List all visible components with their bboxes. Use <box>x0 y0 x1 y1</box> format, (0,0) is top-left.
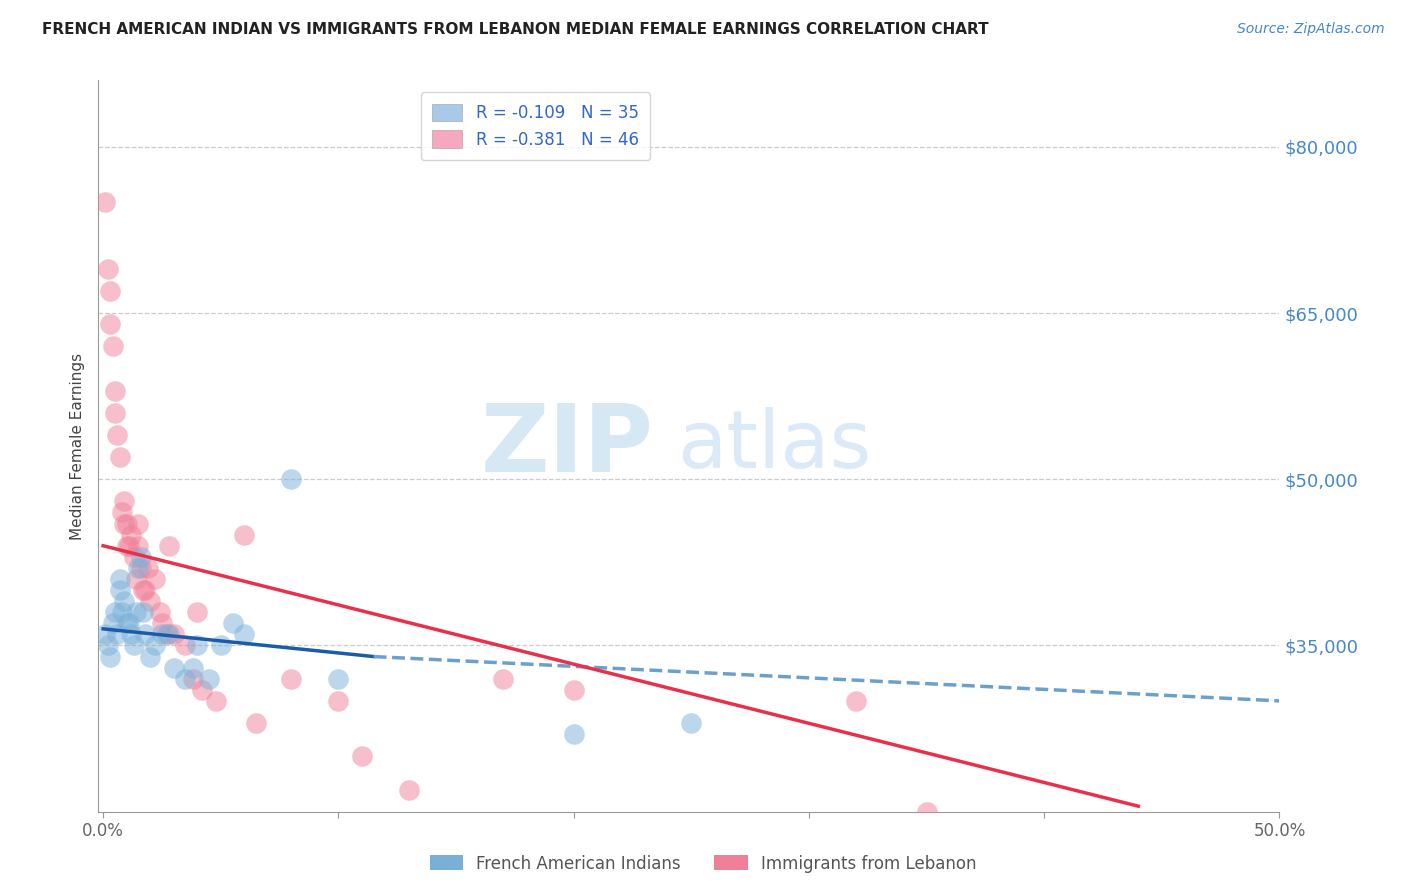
Point <box>328 694 350 708</box>
Point <box>143 639 166 653</box>
Point <box>156 627 179 641</box>
Point <box>127 561 149 575</box>
Point <box>129 549 152 564</box>
Point <box>104 406 127 420</box>
Point <box>108 583 131 598</box>
Point <box>280 472 302 486</box>
Point <box>233 527 256 541</box>
Point <box>98 317 121 331</box>
Point <box>105 428 128 442</box>
Text: FRENCH AMERICAN INDIAN VS IMMIGRANTS FROM LEBANON MEDIAN FEMALE EARNINGS CORRELA: FRENCH AMERICAN INDIAN VS IMMIGRANTS FRO… <box>42 22 988 37</box>
Point <box>97 639 120 653</box>
Point <box>136 561 159 575</box>
Point <box>104 605 127 619</box>
Point <box>186 639 208 653</box>
Point <box>280 672 302 686</box>
Point <box>104 384 127 398</box>
Point <box>205 694 228 708</box>
Point <box>108 572 131 586</box>
Legend: R = -0.109   N = 35, R = -0.381   N = 46: R = -0.109 N = 35, R = -0.381 N = 46 <box>420 92 650 161</box>
Point <box>94 627 117 641</box>
Point <box>492 672 515 686</box>
Point <box>328 672 350 686</box>
Point <box>111 605 134 619</box>
Point <box>157 539 180 553</box>
Point <box>120 527 142 541</box>
Point <box>562 727 585 741</box>
Point <box>97 261 120 276</box>
Point <box>845 694 868 708</box>
Point <box>115 616 138 631</box>
Text: ZIP: ZIP <box>481 400 654 492</box>
Point <box>174 672 197 686</box>
Point <box>101 339 124 353</box>
Point <box>98 284 121 298</box>
Point <box>134 583 156 598</box>
Point <box>398 782 420 797</box>
Point <box>118 539 141 553</box>
Point <box>233 627 256 641</box>
Point <box>134 627 156 641</box>
Point <box>132 583 155 598</box>
Point <box>181 672 204 686</box>
Point <box>129 561 152 575</box>
Point <box>115 516 138 531</box>
Point <box>186 605 208 619</box>
Point <box>221 616 243 631</box>
Legend: French American Indians, Immigrants from Lebanon: French American Indians, Immigrants from… <box>423 848 983 880</box>
Point <box>120 627 142 641</box>
Point <box>681 716 703 731</box>
Point <box>191 682 214 697</box>
Text: Source: ZipAtlas.com: Source: ZipAtlas.com <box>1237 22 1385 37</box>
Point <box>111 506 134 520</box>
Point <box>118 616 141 631</box>
Point <box>174 639 197 653</box>
Point <box>149 605 172 619</box>
Point <box>139 594 162 608</box>
Point <box>98 649 121 664</box>
Point <box>125 572 148 586</box>
Point <box>115 539 138 553</box>
Point <box>108 450 131 464</box>
Point <box>132 605 155 619</box>
Text: atlas: atlas <box>678 407 872 485</box>
Point <box>181 660 204 674</box>
Point <box>209 639 232 653</box>
Point <box>150 616 173 631</box>
Point <box>105 627 128 641</box>
Point <box>101 616 124 631</box>
Point <box>245 716 267 731</box>
Point <box>139 649 162 664</box>
Point <box>150 627 173 641</box>
Point <box>915 805 938 819</box>
Y-axis label: Median Female Earnings: Median Female Earnings <box>69 352 84 540</box>
Point <box>125 605 148 619</box>
Point <box>127 516 149 531</box>
Point <box>157 627 180 641</box>
Point <box>112 594 135 608</box>
Point <box>122 639 145 653</box>
Point <box>350 749 373 764</box>
Point <box>94 195 117 210</box>
Point <box>127 539 149 553</box>
Point <box>163 627 186 641</box>
Point <box>112 516 135 531</box>
Point <box>562 682 585 697</box>
Point <box>112 494 135 508</box>
Point <box>198 672 221 686</box>
Point <box>143 572 166 586</box>
Point <box>163 660 186 674</box>
Point <box>122 549 145 564</box>
